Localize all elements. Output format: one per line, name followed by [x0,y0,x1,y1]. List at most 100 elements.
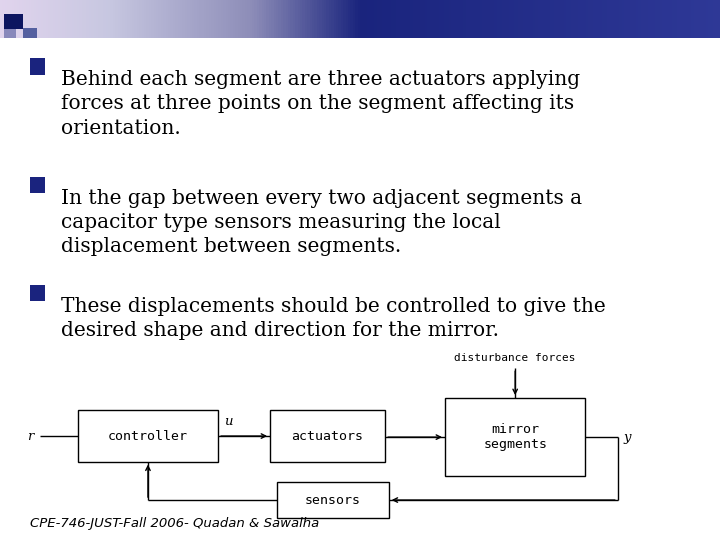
Bar [643,0,646,38]
Bar [189,0,192,38]
Bar [445,398,585,476]
Bar [307,0,310,38]
Bar [108,0,110,38]
Bar [617,0,619,38]
Bar [24,0,27,38]
Bar [324,0,326,38]
Bar [135,0,137,38]
Bar [427,0,430,38]
Bar [682,0,684,38]
Bar [266,0,269,38]
Bar [423,0,425,38]
Bar [218,0,221,38]
Bar [290,0,293,38]
Bar [182,0,185,38]
Bar [360,0,362,38]
Bar [581,0,583,38]
Bar [693,0,696,38]
Bar [621,0,624,38]
Bar [485,0,487,38]
Bar [180,0,182,38]
Bar [365,0,367,38]
Bar [578,0,581,38]
Bar [470,0,473,38]
Bar [110,0,113,38]
Bar [4,29,16,38]
Bar [463,0,466,38]
Bar [300,0,302,38]
Bar [12,0,14,38]
Bar [240,0,243,38]
Bar [610,0,612,38]
Text: In the gap between every two adjacent segments a
capacitor type sensors measurin: In the gap between every two adjacent se… [61,189,582,256]
Bar [595,0,598,38]
Bar [101,0,103,38]
Bar [204,0,207,38]
Bar [348,0,351,38]
Text: sensors: sensors [305,494,361,507]
Bar [43,0,45,38]
Bar [703,0,706,38]
Bar [305,0,307,38]
Bar [261,0,264,38]
Bar [466,0,468,38]
Bar [382,0,384,38]
Bar [319,0,322,38]
Bar [29,0,31,38]
Bar [293,0,295,38]
Bar [269,0,271,38]
Bar [235,0,238,38]
Bar [27,0,29,38]
Bar [389,0,391,38]
Text: controller: controller [108,429,188,443]
Bar [585,0,588,38]
Bar [367,0,369,38]
Bar [338,0,341,38]
Bar [405,0,408,38]
Bar [653,0,655,38]
Bar [410,0,413,38]
Bar [7,0,9,38]
Bar [711,0,713,38]
Bar [221,0,223,38]
Bar [163,0,166,38]
Bar [665,0,667,38]
Bar [444,0,446,38]
Bar [137,0,139,38]
Bar [502,0,504,38]
Bar [619,0,621,38]
Bar [655,0,657,38]
Text: mirror
segments: mirror segments [483,423,547,451]
Bar [175,0,178,38]
Bar [557,0,559,38]
Bar [487,0,490,38]
Bar [333,0,336,38]
Bar [257,0,259,38]
Bar [552,0,554,38]
Bar [297,0,300,38]
Text: u: u [224,415,233,428]
Bar [646,0,648,38]
Bar [369,0,372,38]
Bar [312,0,315,38]
Bar [605,0,607,38]
Bar [562,0,564,38]
Text: actuators: actuators [292,429,364,443]
Bar [2,0,5,38]
Bar [127,0,130,38]
Bar [523,0,526,38]
Bar [590,0,593,38]
Bar [477,0,480,38]
Bar [574,0,576,38]
Bar [506,0,509,38]
Bar [660,0,662,38]
Bar [511,0,513,38]
Bar [41,0,43,38]
Bar [490,0,492,38]
Bar [715,0,718,38]
Bar [346,0,348,38]
Bar [23,28,37,38]
Bar [387,0,389,38]
Bar [569,0,571,38]
Bar [120,0,122,38]
